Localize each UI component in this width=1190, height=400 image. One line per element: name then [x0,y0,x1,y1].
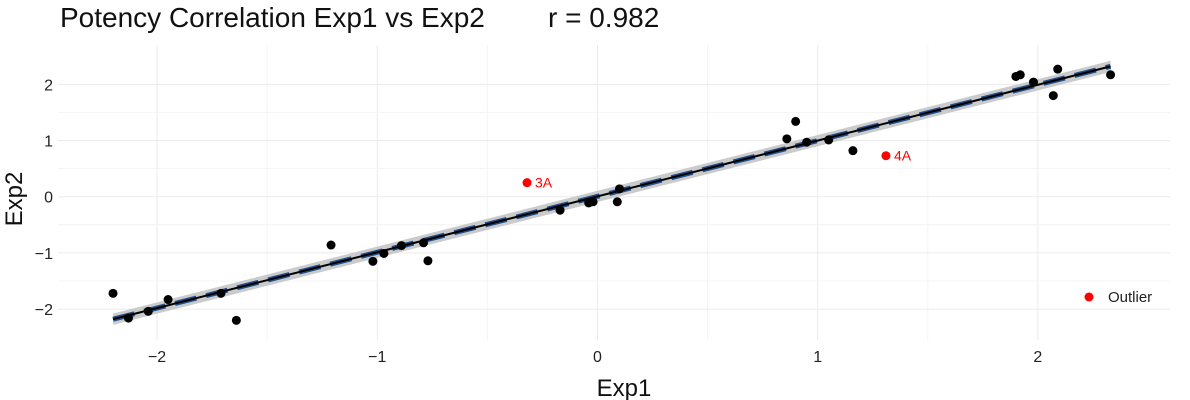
y-tick-label: −1 [35,246,53,263]
fit-lines [112,63,1112,322]
y-tick-label: −2 [35,302,53,319]
x-tick-label: 2 [1033,349,1042,366]
data-point [231,315,241,325]
data-point [326,240,336,250]
data-point [423,256,433,266]
data-point [1106,70,1116,80]
data-point [848,146,858,156]
regression-line [112,65,1111,321]
legend-outlier-label: Outlier [1108,289,1152,306]
data-point [1048,91,1058,101]
data-point [782,134,792,144]
data-point [802,137,812,147]
data-point [615,184,625,194]
data-point [612,197,622,207]
x-axis-title: Exp1 [597,375,652,400]
data-point [216,288,226,298]
data-point [368,256,378,266]
data-point [1028,77,1038,87]
data-point [397,241,407,251]
y-axis-title: Exp2 [1,172,28,227]
data-point [163,295,173,305]
data-point [419,238,429,248]
data-point [1015,70,1025,80]
x-tick-label: −2 [148,349,166,366]
data-point [379,248,389,258]
y-tick-label: 2 [44,77,53,94]
data-point [108,288,118,298]
correlation-annotation: r = 0.982 [548,2,659,33]
data-point [824,135,834,145]
x-tick-label: 1 [813,349,822,366]
legend-outlier-swatch [1084,292,1094,302]
data-point [123,313,133,323]
outlier-label: 4A [894,148,912,164]
data-point [555,205,565,215]
outlier-point [522,178,532,188]
outlier-label: 3A [535,175,553,191]
tick-labels: −2 −1 0 1 2 −2 −1 0 1 2 [35,77,1043,366]
data-point [588,197,598,207]
data-point [791,116,801,126]
legend: Outlier [1084,289,1152,306]
x-tick-label: −1 [368,349,386,366]
data-point [1053,64,1063,74]
outlier-point [881,151,891,161]
chart-title: Potency Correlation Exp1 vs Exp2 [60,2,485,33]
data-point [143,306,153,316]
x-tick-label: 0 [593,349,602,366]
y-tick-label: 0 [44,190,53,207]
data-points: 3A 4A [108,64,1116,325]
y-tick-label: 1 [44,134,53,151]
